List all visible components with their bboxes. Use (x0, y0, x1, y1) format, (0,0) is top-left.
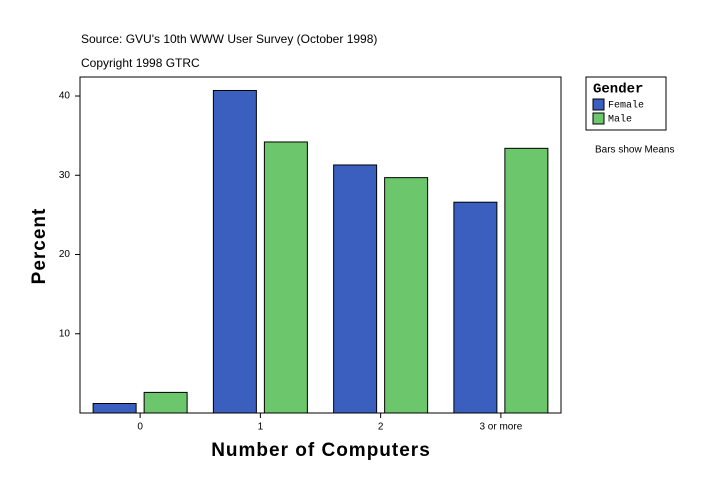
x-tick-label: 3 or more (479, 422, 522, 433)
bar (333, 164, 378, 414)
y-tick-label: 30 (59, 170, 71, 181)
bar (453, 201, 498, 414)
annotation: Bars show Means (595, 145, 674, 156)
legend-title: Gender (593, 82, 643, 98)
bar (384, 177, 429, 414)
y-tick-label: 10 (59, 328, 71, 339)
bar (92, 402, 137, 414)
y-tick-label: 40 (59, 91, 71, 102)
x-tick-label: 1 (258, 422, 264, 433)
legend-swatch (592, 112, 605, 125)
x-axis-title: Number of Computers (211, 440, 431, 461)
legend-label: Male (608, 114, 632, 126)
source: Source: GVU's 10th WWW User Survey (Octo… (81, 32, 377, 46)
plot-area (79, 76, 562, 414)
legend-swatch (592, 98, 605, 111)
y-axis-title: Percent (29, 208, 50, 285)
y-tick-label: 20 (59, 249, 71, 260)
bar (143, 391, 188, 414)
bar (212, 89, 257, 414)
copyright: Copyright 1998 GTRC (81, 56, 200, 70)
bar (263, 141, 308, 414)
x-tick-label: 0 (137, 422, 143, 433)
legend-label: Female (608, 100, 644, 112)
bar (504, 147, 549, 414)
x-tick-label: 2 (378, 422, 384, 433)
